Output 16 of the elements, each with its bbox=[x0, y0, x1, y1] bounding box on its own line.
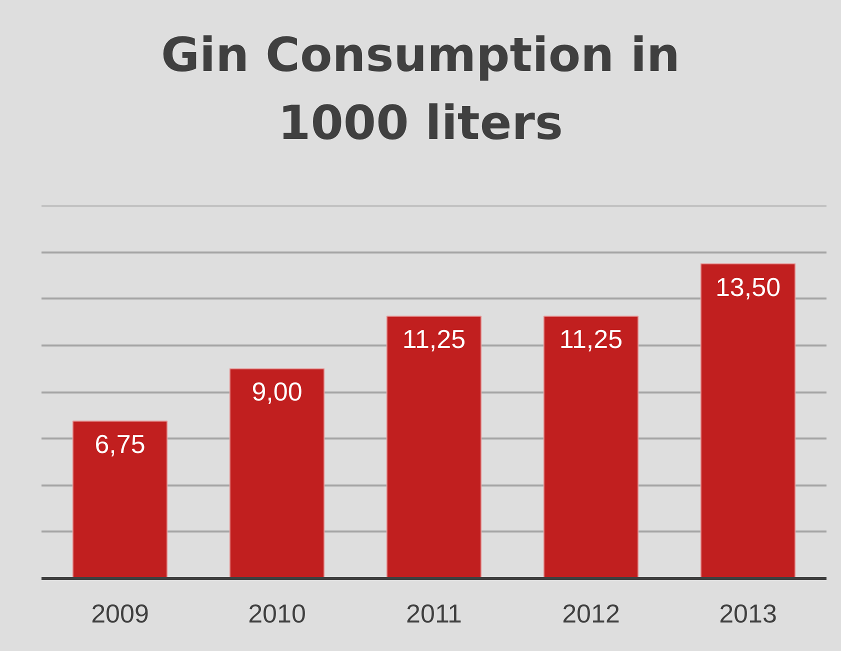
data-label: 9,00 bbox=[252, 376, 302, 407]
x-tick-label: 2010 bbox=[248, 598, 306, 628]
x-tick-label: 2009 bbox=[91, 598, 149, 628]
bar bbox=[386, 316, 482, 578]
data-label: 11,25 bbox=[402, 324, 466, 354]
data-label: 6,75 bbox=[94, 429, 146, 460]
bar bbox=[700, 263, 796, 578]
bar bbox=[72, 420, 168, 578]
chart-title: Gin Consumption in 1000 liters bbox=[160, 27, 680, 154]
x-tick-label: 2011 bbox=[406, 598, 462, 628]
data-label: 11,25 bbox=[559, 324, 623, 354]
x-tick-label: 2012 bbox=[562, 598, 620, 628]
bar bbox=[229, 368, 325, 578]
data-label: 13,50 bbox=[715, 272, 781, 302]
bar bbox=[543, 316, 639, 578]
x-tick-label: 2013 bbox=[719, 598, 777, 628]
